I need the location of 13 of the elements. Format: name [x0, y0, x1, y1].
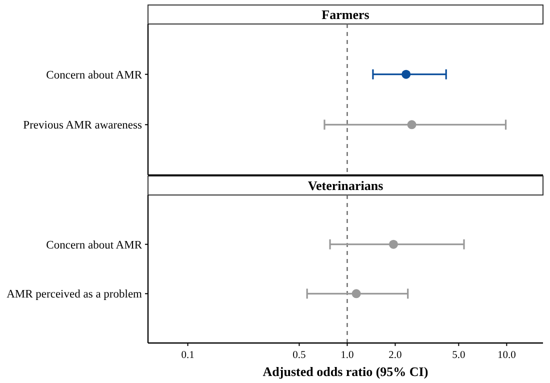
- y-tick-label: Previous AMR awareness: [23, 120, 143, 132]
- x-tick-label: 10.0: [497, 350, 516, 361]
- y-tick-label: AMR perceived as a problem: [6, 288, 142, 301]
- x-tick-label: 0.5: [292, 350, 306, 361]
- x-axis-title: Adjusted odds ratio (95% CI): [262, 364, 428, 379]
- x-tick-label: 2.0: [388, 350, 402, 361]
- y-tick-label: Concern about AMR: [46, 69, 142, 82]
- y-tick-label: Concern about AMR: [46, 239, 142, 252]
- x-tick-label: 0.1: [181, 350, 194, 361]
- chart-title: Farmers: [322, 7, 370, 22]
- x-tick-label: 5.0: [452, 350, 466, 361]
- x-tick-label: 1.0: [340, 350, 354, 361]
- chart-title: Veterinarians: [308, 178, 384, 193]
